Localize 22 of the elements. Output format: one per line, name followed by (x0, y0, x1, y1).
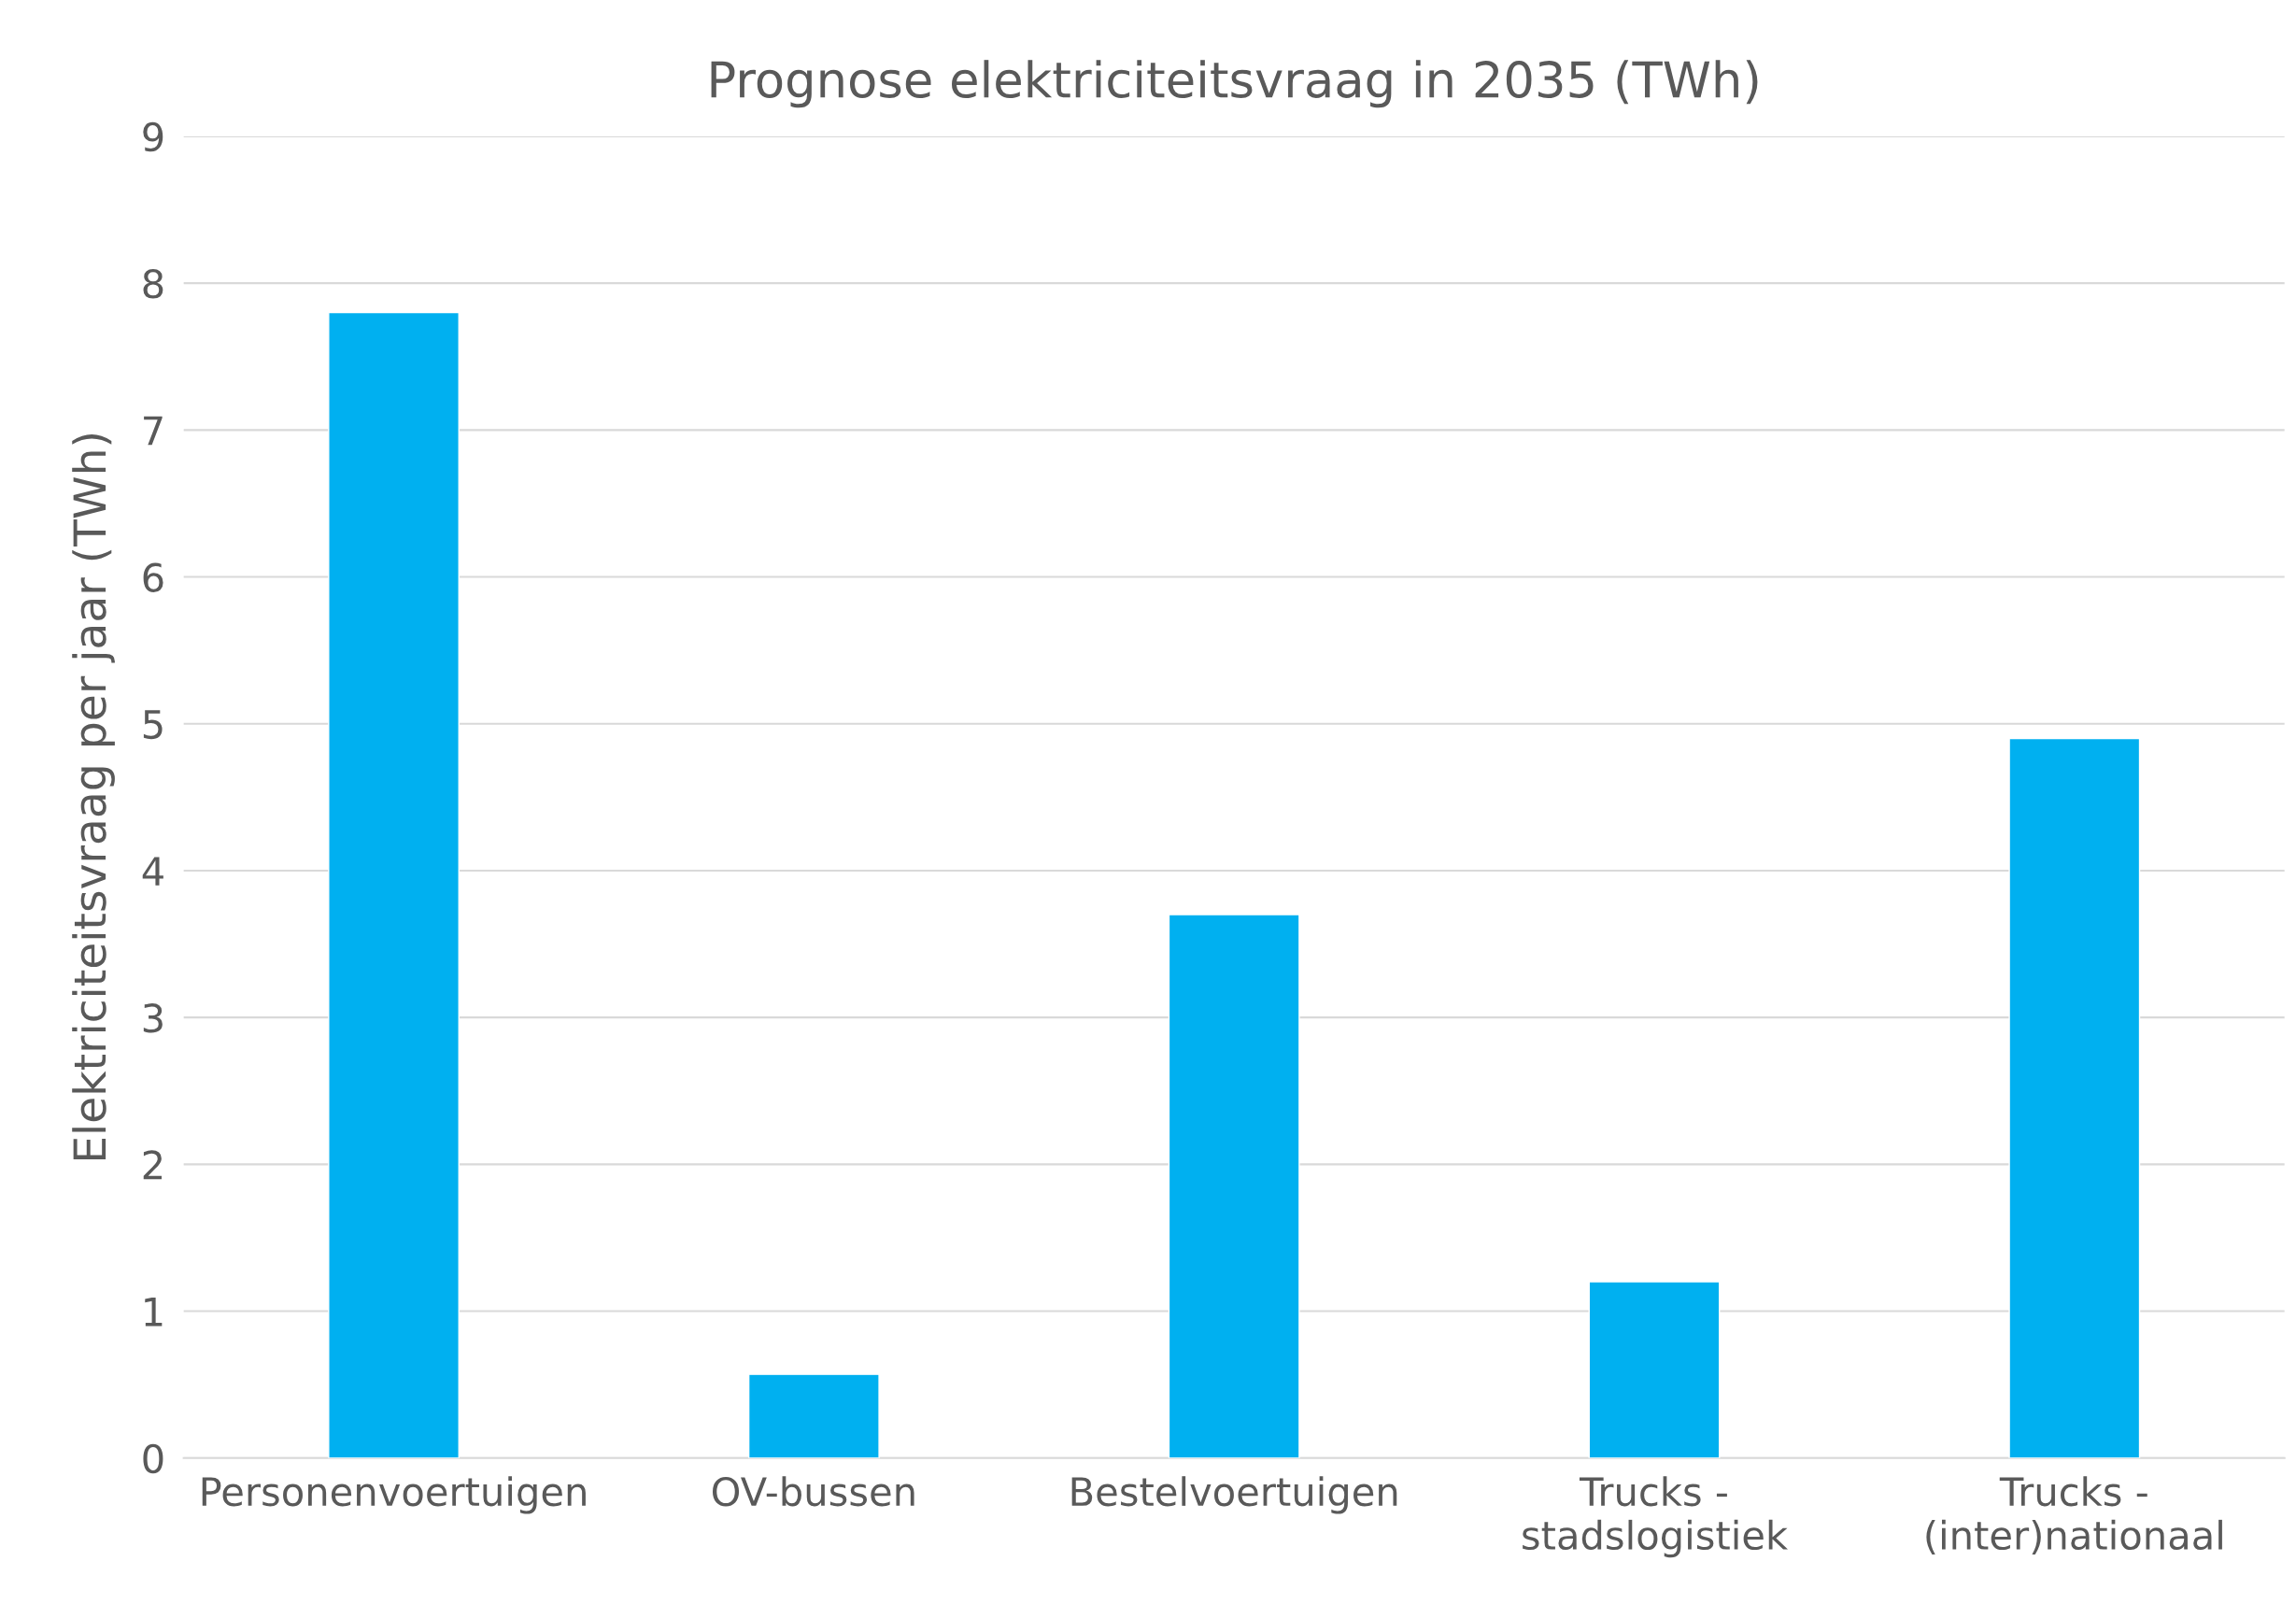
chart-title: Prognose elektriciteitsvraag in 2035 (TWh) (711, 60, 1758, 108)
x-tick-label: Personenvoertuigen (202, 1476, 586, 1514)
bar (747, 1373, 880, 1458)
y-tick-label: 7 (144, 416, 163, 446)
bar (1168, 914, 1300, 1458)
x-tick-label: Trucks - (inter)nationaal (1926, 1476, 2222, 1555)
bar (328, 311, 460, 1458)
y-tick-label: 8 (143, 269, 163, 299)
y-tick-label: 3 (143, 1003, 163, 1033)
y-tick-label: 1 (145, 1298, 163, 1327)
y-tick-label: 9 (143, 121, 163, 152)
y-tick-label: 2 (143, 1150, 163, 1180)
y-axis-title: Elektriciteitsvraag per jaar (TWh) (72, 434, 115, 1160)
y-tick-label: 4 (142, 857, 163, 886)
x-tick-label: Bestelvoertuigen (1071, 1476, 1397, 1514)
x-tick-label: OV-bussen (712, 1476, 914, 1507)
y-tick-label: 6 (143, 562, 163, 592)
bar (1588, 1281, 1721, 1458)
bar (2008, 737, 2141, 1458)
x-tick-label: Trucks - stadslogistiek (1523, 1476, 1788, 1558)
y-tick-label: 5 (143, 710, 163, 740)
y-tick-label: 0 (143, 1443, 163, 1474)
